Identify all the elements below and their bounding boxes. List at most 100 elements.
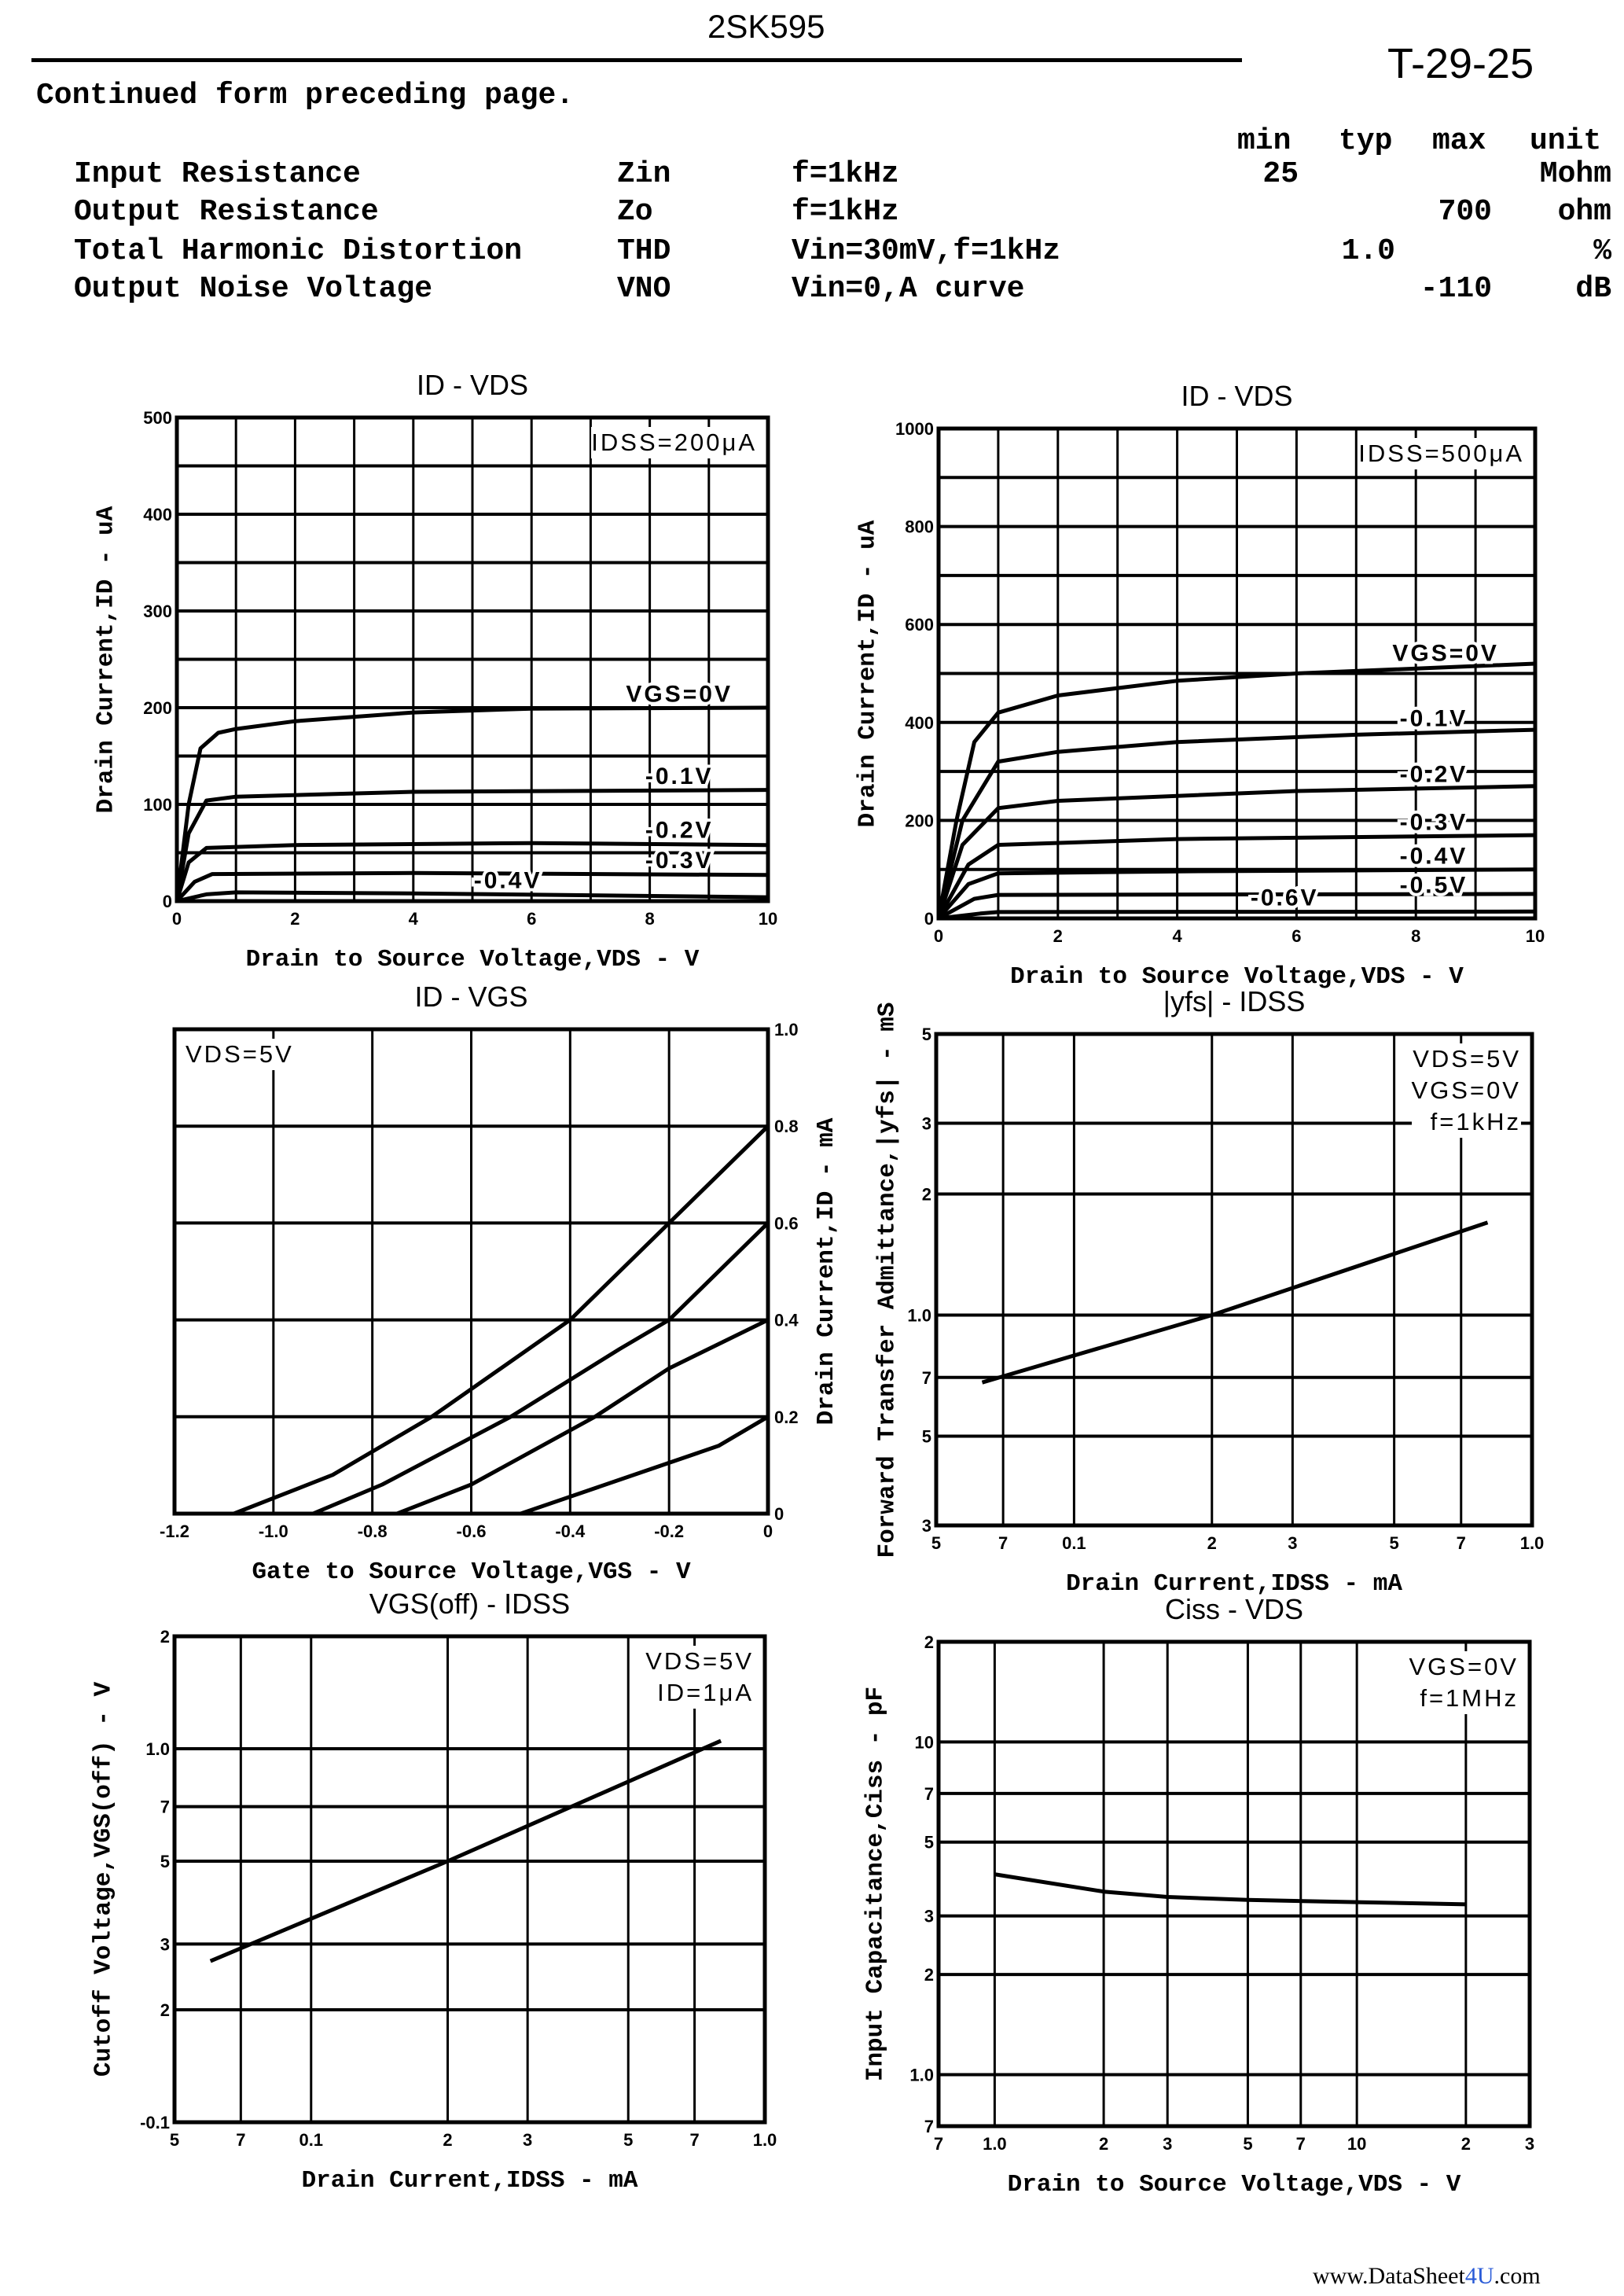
chart-yfs-idss: 5 7 0.1 2 3 5 7 1.0 3 5 7 1.0 2 3 5 |yfs| - IDSS Drain C… bbox=[874, 985, 1545, 1598]
y-tick-label: 2 bbox=[924, 1632, 934, 1652]
continued-note: Continued form preceding page. bbox=[36, 79, 575, 112]
y-tick-label: 2 bbox=[922, 1185, 931, 1205]
x-tick-label: 5 bbox=[623, 2130, 633, 2150]
spec-condition: Vin=30mV,f=1kHz bbox=[792, 234, 1061, 268]
spec-unit: % bbox=[1593, 234, 1611, 268]
x-tick-label: 2 bbox=[1461, 2134, 1471, 2154]
chart-title: ID - VDS bbox=[1181, 380, 1293, 412]
series-line bbox=[209, 1739, 722, 1963]
x-tick-label: 2 bbox=[290, 909, 299, 929]
chart-id-vds-200ua: 0 2 4 6 8 10 0 100 200 300 400 500 VGS=0V -0.1V -0.2V -… bbox=[93, 369, 778, 973]
chart-vgsoff-idss: 5 7 0.1 2 3 5 7 1.0 -0.1 2 3 5 7 1.0 2 VGS(off) - IDSS D… bbox=[90, 1588, 777, 2195]
y-axis-label: Forward Transfer Admittance,|yfs| - mS bbox=[873, 1002, 902, 1558]
y-tick-label: 5 bbox=[924, 1833, 934, 1853]
plot-frame bbox=[172, 1634, 767, 2125]
x-axis-label: Drain Current,IDSS - mA bbox=[301, 2167, 638, 2195]
plot-area: 7 1.0 2 3 5 7 10 2 3 7 1.0 2 3 5 7 10 2 bbox=[909, 1632, 1534, 2154]
x-tick-label: 10 bbox=[1526, 926, 1545, 946]
series-line bbox=[994, 1872, 1466, 1907]
condition-text: IDSS=500μA bbox=[1358, 438, 1524, 469]
y-tick-label: 0 bbox=[774, 1504, 784, 1524]
condition-text: VDS=5V bbox=[186, 1039, 294, 1070]
x-tick-label: 8 bbox=[645, 909, 654, 929]
col-min: min bbox=[1237, 124, 1291, 158]
series-line bbox=[936, 784, 1536, 919]
condition-box: IDSS=500μA bbox=[1358, 438, 1524, 469]
spec-unit: ohm bbox=[1557, 195, 1611, 229]
series-line bbox=[175, 788, 769, 902]
watermark-text: www.DataSheet bbox=[1313, 2263, 1465, 2289]
y-tick-label: 0 bbox=[163, 892, 172, 911]
x-tick-label: 2 bbox=[443, 2130, 452, 2150]
y-tick-label: 5 bbox=[922, 1427, 931, 1447]
x-tick-label: 6 bbox=[527, 909, 536, 929]
y-tick-label: 5 bbox=[922, 1025, 931, 1044]
y-tick-label: 5 bbox=[160, 1852, 170, 1871]
y-tick-label: 800 bbox=[905, 517, 934, 537]
x-tick-label: 1.0 bbox=[1520, 1533, 1545, 1553]
y-tick-label: 500 bbox=[143, 408, 172, 428]
spec-name: Output Noise Voltage bbox=[74, 272, 433, 306]
spec-min: 25 bbox=[1262, 157, 1299, 191]
series-label: -0.5V bbox=[1400, 872, 1468, 898]
x-tick-label: 2 bbox=[1207, 1533, 1217, 1553]
chart-id-vds-500ua: 0 2 4 6 8 10 0 200 400 600 800 1000 VGS=0V -0.1V -0.2V… bbox=[854, 380, 1545, 991]
condition-text: VGS=0V bbox=[1411, 1075, 1521, 1106]
spec-condition: f=1kHz bbox=[792, 157, 899, 191]
chart-ciss-vds: 7 1.0 2 3 5 7 10 2 3 7 1.0 2 3 5 7 10 2 Ciss - VDS Drain t… bbox=[862, 1593, 1535, 2198]
y-tick-label: 1.0 bbox=[145, 1739, 170, 1759]
series-line bbox=[520, 1415, 770, 1516]
y-tick-label: 10 bbox=[915, 1732, 934, 1752]
plot-area: 5 7 0.1 2 3 5 7 1.0 -0.1 2 3 5 7 1.0 2 bbox=[140, 1627, 777, 2150]
spec-condition: Vin=0,A curve bbox=[792, 272, 1025, 306]
y-tick-label: 200 bbox=[905, 811, 934, 830]
series-line bbox=[396, 1318, 770, 1516]
chart-title: ID - VDS bbox=[416, 369, 528, 401]
x-tick-label: 0 bbox=[172, 909, 182, 929]
x-tick-label: 7 bbox=[236, 2130, 245, 2150]
x-axis-label: Drain to Source Voltage,VDS - V bbox=[1010, 963, 1464, 991]
series-line bbox=[936, 727, 1536, 919]
y-tick-label: 1.0 bbox=[909, 2065, 934, 2084]
y-axis-label: Drain Current,ID - uA bbox=[92, 506, 120, 813]
condition-box: VDS=5V VGS=0V f=1kHz bbox=[1411, 1043, 1521, 1138]
header-rule bbox=[31, 58, 1242, 62]
x-tick-label: 10 bbox=[1347, 2134, 1366, 2154]
y-tick-label: 7 bbox=[922, 1368, 931, 1388]
y-tick-label: 0.4 bbox=[774, 1311, 799, 1330]
condition-box: VDS=5V bbox=[186, 1039, 294, 1070]
condition-text: VDS=5V bbox=[1411, 1043, 1521, 1075]
y-axis-label: Drain Current,ID - uA bbox=[854, 520, 882, 827]
y-tick-label: 1.0 bbox=[907, 1306, 931, 1326]
series-label: -0.1V bbox=[645, 763, 714, 789]
plot-frame bbox=[934, 1032, 1534, 1528]
y-tick-label: 2 bbox=[924, 1965, 934, 1985]
condition-text: VGS=0V bbox=[1409, 1651, 1519, 1683]
spec-max: 700 bbox=[1438, 195, 1492, 229]
col-typ: typ bbox=[1339, 124, 1393, 158]
spec-unit: Mohm bbox=[1539, 157, 1611, 191]
x-tick-label: -1.2 bbox=[160, 1521, 189, 1541]
x-tick-label: 3 bbox=[523, 2130, 532, 2150]
series-line bbox=[937, 867, 1536, 920]
spec-condition: f=1kHz bbox=[792, 195, 899, 229]
x-tick-label: 7 bbox=[689, 2130, 699, 2150]
condition-text: f=1kHz bbox=[1411, 1106, 1521, 1138]
y-tick-label: 400 bbox=[143, 505, 172, 524]
document-code: T-29-25 bbox=[1387, 40, 1534, 87]
x-tick-label: 0.1 bbox=[1062, 1533, 1086, 1553]
spec-typ: 1.0 bbox=[1341, 234, 1395, 268]
y-tick-label: 1000 bbox=[895, 419, 934, 439]
spec-unit: dB bbox=[1575, 272, 1611, 306]
y-tick-label: 2 bbox=[160, 2000, 170, 2020]
y-tick-label: 600 bbox=[905, 615, 934, 635]
spec-symbol: THD bbox=[617, 234, 671, 268]
x-tick-label: 3 bbox=[1163, 2134, 1172, 2154]
watermark-text: 4U bbox=[1464, 2263, 1494, 2289]
y-tick-label: 3 bbox=[922, 1516, 931, 1536]
series-line bbox=[937, 892, 1536, 921]
chart-title: Ciss - VDS bbox=[1164, 1593, 1303, 1625]
x-tick-label: 5 bbox=[170, 2130, 179, 2150]
spec-symbol: VNO bbox=[617, 272, 671, 306]
x-axis-label: Drain to Source Voltage,VDS - V bbox=[245, 946, 700, 973]
